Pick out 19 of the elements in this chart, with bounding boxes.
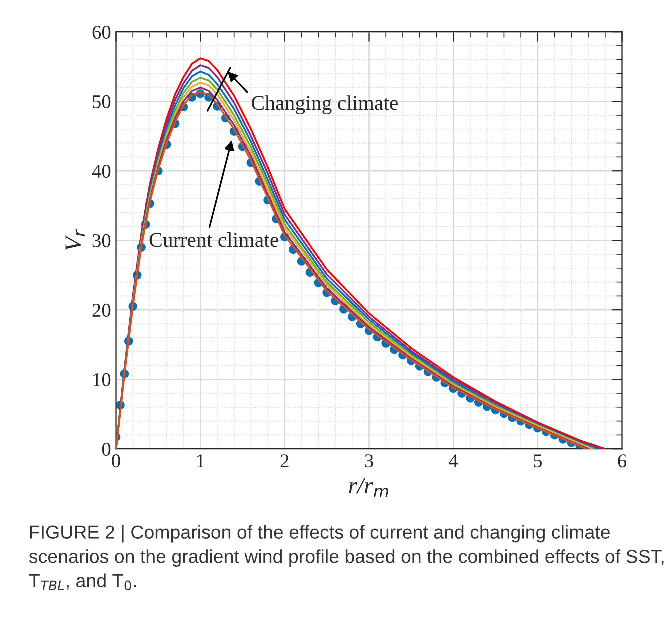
x-axis-title: r/r$_{m}$ (349, 478, 388, 498)
x-tick-label: 6 (618, 454, 627, 468)
y-tick-label: 20 (92, 304, 111, 318)
annotation: Changing climate (252, 96, 398, 115)
y-tick-label: 0 (102, 442, 111, 456)
caption: FIGURE 2 | Comparison of the effects of current and changing climate scenarios on the gradient wind profile based on the combined effects of SST, T$_{TBL}$, and T$_{0}$. (29, 525, 664, 591)
x-tick-label: 5 (534, 454, 542, 468)
x-tick-label: 1 (197, 454, 204, 468)
x-tick-label: 4 (449, 454, 458, 468)
x-tick-label: 0 (112, 454, 120, 468)
y-tick-label: 40 (92, 164, 111, 178)
x-tick-label: 3 (365, 454, 374, 468)
y-tick-label: 50 (93, 95, 111, 109)
y-tick-label: 10 (94, 373, 111, 387)
y-axis-title: V$_{r}$ (66, 229, 86, 250)
y-tick-label: 60 (92, 26, 111, 40)
annotation: Current climate (150, 232, 278, 248)
x-tick-label: 2 (280, 454, 289, 468)
y-tick-label: 30 (92, 234, 111, 248)
